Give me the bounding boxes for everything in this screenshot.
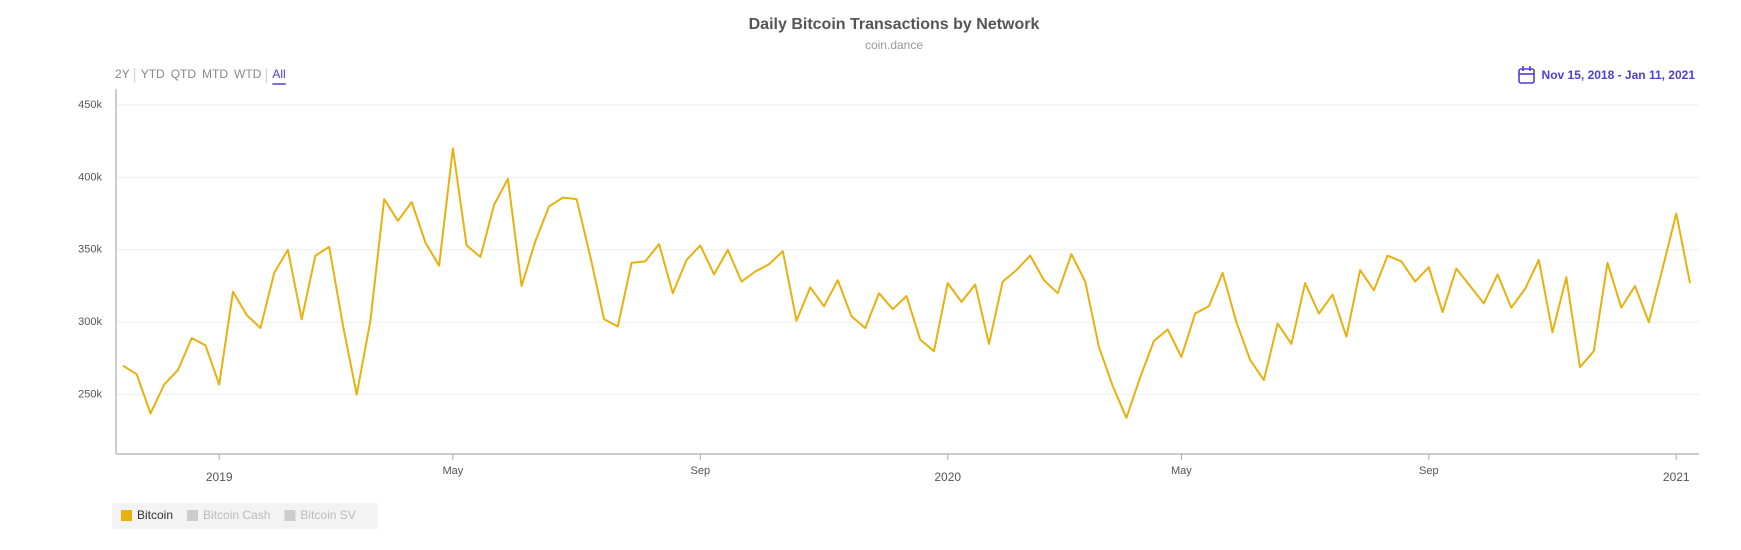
chart-subtitle: coin.dance bbox=[865, 38, 923, 52]
legend-swatch[interactable] bbox=[121, 510, 132, 521]
y-tick-label: 450k bbox=[78, 99, 102, 111]
legend-swatch[interactable] bbox=[187, 510, 199, 521]
legend-swatch[interactable] bbox=[284, 510, 296, 521]
x-tick-label: 2020 bbox=[934, 470, 961, 484]
legend-box bbox=[112, 503, 378, 529]
series-line bbox=[122, 147, 1691, 419]
y-tick-label: 250k bbox=[78, 389, 102, 401]
x-tick-label: Sep bbox=[1419, 465, 1439, 477]
range-button[interactable]: All bbox=[272, 67, 285, 81]
y-tick-label: 300k bbox=[78, 316, 102, 328]
range-button[interactable]: MTD bbox=[202, 67, 228, 81]
range-button[interactable]: QTD bbox=[171, 67, 197, 81]
y-tick-label: 400k bbox=[78, 171, 102, 183]
x-tick-label: May bbox=[1171, 465, 1192, 477]
legend-label[interactable]: Bitcoin bbox=[137, 508, 173, 522]
x-tick-label: 2019 bbox=[206, 470, 233, 484]
legend-label[interactable]: Bitcoin SV bbox=[300, 508, 355, 522]
date-range-icon[interactable] bbox=[1518, 66, 1535, 84]
y-tick-label: 350k bbox=[78, 244, 102, 256]
range-button[interactable]: YTD bbox=[141, 67, 165, 81]
range-button[interactable]: WTD bbox=[234, 67, 262, 81]
x-tick-label: 2021 bbox=[1663, 470, 1690, 484]
chart-title: Daily Bitcoin Transactions by Network bbox=[749, 16, 1040, 33]
range-button[interactable]: 2Y bbox=[115, 67, 130, 81]
x-tick-label: May bbox=[443, 465, 464, 477]
date-range[interactable]: Nov 15, 2018 - Jan 11, 2021 bbox=[1542, 68, 1696, 82]
legend-label[interactable]: Bitcoin Cash bbox=[203, 508, 270, 522]
x-tick-label: Sep bbox=[691, 465, 711, 477]
